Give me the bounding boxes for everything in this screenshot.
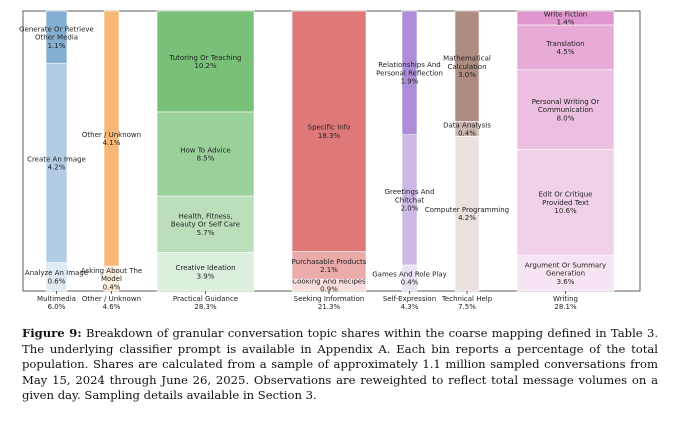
segment-practical-guidance-how-to-advice <box>156 111 255 197</box>
segment-label-self-expression-greetings-and-chitchat: Greetings And Chitchat 2.0% <box>385 188 435 212</box>
category-total-other-unknown: 4.6% <box>103 303 121 311</box>
segment-label-practical-guidance-creative-ideation: Creative Ideation 3.9% <box>175 264 235 280</box>
bar-group-self-expression: Games And Role Play 0.4% Greetings And Chit… <box>372 10 447 292</box>
bar-group-other-unknown: Asking About The Model 0.4% Other / Unknown… <box>81 10 142 292</box>
topic-breakdown-chart: Analyze An Image 0.6% Create An Image 4.2% G… <box>19 10 641 311</box>
segment-writing-edit-or-critique-provided-text <box>516 149 615 256</box>
segment-other-unknown-other-unknown <box>103 10 120 267</box>
x-tick-label-self-expression: Self-Expression <box>383 295 436 303</box>
segment-label-self-expression-games-and-role-play: Games And Role Play 0.4% <box>372 270 447 286</box>
segment-label-multimedia-analyze-an-image: Analyze An Image 0.6% <box>25 269 88 285</box>
x-tick-label-multimedia: Multimedia <box>37 295 76 303</box>
category-total-practical-guidance: 28.3% <box>194 303 217 311</box>
x-tick-label-technical-help: Technical Help <box>441 295 493 303</box>
segment-technical-help-mathematical-calculation <box>454 10 480 122</box>
segment-label-technical-help-mathematical-calculation: Mathematical Calculation 3.0% <box>443 55 491 79</box>
segment-writing-personal-writing-or-communication <box>516 69 615 150</box>
segment-writing-argument-or-summary-generation <box>516 254 615 292</box>
segment-label-seeking-information-specific-info: Specific Info 18.3% <box>308 124 351 140</box>
bar-group-practical-guidance: Creative Ideation 3.9% Health, Fitness, Bea… <box>156 10 255 292</box>
segment-label-seeking-information-purchasable-products: Purchasable Products 2.1% <box>292 258 367 274</box>
x-tick-label-writing: Writing <box>553 295 578 303</box>
segment-label-seeking-information-cooking-and-recipes: Cooking And Recipes 0.9% <box>292 277 366 293</box>
segment-label-practical-guidance-health-fitness-beauty-or-self-care: Health, Fitness, Beauty Or Self Care 5.7% <box>171 213 240 237</box>
segment-label-multimedia-create-an-image: Create An Image 4.2% <box>27 155 86 171</box>
segment-label-writing-translation: Translation 4.5% <box>545 40 584 56</box>
segment-label-other-unknown-asking-about-the-model: Asking About The Model 0.4% <box>81 267 142 291</box>
x-tick-label-seeking-information: Seeking Information <box>294 295 365 303</box>
segment-seeking-information-specific-info <box>291 10 367 252</box>
segment-practical-guidance-health-fitness-beauty-or-self-care <box>156 195 255 253</box>
category-total-self-expression: 4.3% <box>401 303 419 311</box>
category-total-seeking-information: 21.3% <box>318 303 341 311</box>
category-total-technical-help: 7.5% <box>458 303 476 311</box>
segment-label-writing-write-fiction: Write Fiction 1.4% <box>544 10 587 26</box>
bar-group-multimedia: Analyze An Image 0.6% Create An Image 4.2% G… <box>19 10 94 292</box>
bar-group-writing: Argument Or Summary Generation 3.6% Edit Or… <box>516 10 615 292</box>
caption-text: Breakdown of granular conversation topic… <box>22 326 659 403</box>
bar-group-seeking-information: Cooking And Recipes 0.9% Purchasable Produ… <box>291 10 367 294</box>
segment-label-technical-help-data-analysis: Data Analysis 0.4% <box>443 121 491 137</box>
x-tick-label-practical-guidance: Practical Guidance <box>173 295 238 303</box>
segment-label-multimedia-generate-or-retrieve-other-media: Generate Or Retrieve Other Media 1.1% <box>19 25 94 49</box>
segment-multimedia-generate-or-retrieve-other-media <box>45 10 68 64</box>
segment-label-writing-argument-or-summary-generation: Argument Or Summary Generation 3.6% <box>525 261 606 285</box>
segment-writing-translation <box>516 24 615 71</box>
segment-label-self-expression-relationships-and-personal-reflection: Relationships And Personal Reflection 1.9% <box>376 61 443 85</box>
segment-practical-guidance-creative-ideation <box>156 252 255 292</box>
category-total-writing: 28.1% <box>554 303 577 311</box>
caption-label: Figure 9: <box>22 326 82 340</box>
segment-label-practical-guidance-how-to-advice: How To Advice 8.5% <box>180 146 230 162</box>
segment-label-writing-personal-writing-or-communication: Personal Writing Or Communication 8.0% <box>532 98 600 122</box>
figure-caption: Figure 9: Breakdown of granular conversa… <box>22 326 658 404</box>
segment-label-technical-help-computer-programming: Computer Programming 4.2% <box>425 206 509 222</box>
x-tick-label-other-unknown: Other / Unknown <box>82 295 141 303</box>
segment-practical-guidance-tutoring-or-teaching <box>156 10 255 113</box>
segment-label-other-unknown-other-unknown: Other / Unknown 4.1% <box>82 131 141 147</box>
segment-label-practical-guidance-tutoring-or-teaching: Tutoring Or Teaching 10.2% <box>168 54 241 70</box>
segment-self-expression-relationships-and-personal-reflection <box>401 10 418 136</box>
segment-label-writing-edit-or-critique-provided-text: Edit Or Critique Provided Text 10.6% <box>539 191 593 215</box>
category-total-multimedia: 6.0% <box>48 303 66 311</box>
bar-group-technical-help: Computer Programming 4.2% Data Analysis 0.4… <box>425 10 509 292</box>
segment-writing-write-fiction <box>516 10 615 26</box>
